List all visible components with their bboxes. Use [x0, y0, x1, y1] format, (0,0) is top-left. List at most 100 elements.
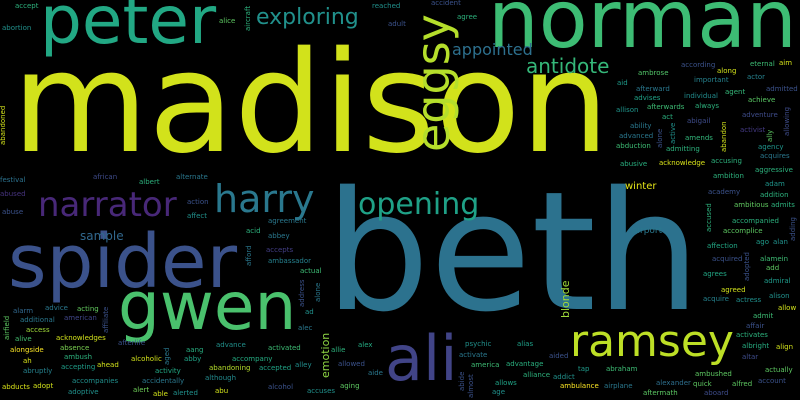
word-alec: alec [298, 324, 313, 332]
word-ad: ad [305, 308, 314, 316]
word-ambassador: ambassador [268, 257, 312, 265]
word-alcoholic: alcoholic [131, 355, 162, 363]
word-alarm: alarm [13, 307, 34, 315]
word-abide: abide [458, 371, 466, 391]
word-achieve: achieve [748, 96, 776, 104]
word-quick: quick [693, 380, 712, 388]
word-accepting: accepting [61, 363, 96, 371]
word-ambush: ambush [64, 353, 93, 361]
word-alone: alone [656, 128, 664, 148]
word-psychic: psychic [465, 340, 492, 348]
word-alongside: alongside [10, 346, 44, 354]
word-adoptive: adoptive [68, 388, 99, 396]
word-norman: norman [488, 0, 797, 66]
word-alternate: alternate [176, 173, 208, 181]
word-acquired: acquired [712, 255, 743, 263]
word-afterlife: afterlife [118, 339, 146, 347]
word-affiliate: affiliate [102, 306, 110, 333]
word-albright: albright [742, 342, 770, 350]
word-abby: abby [184, 355, 202, 363]
word-admitted: admitted [766, 85, 798, 93]
word-accomplice: accomplice [723, 227, 763, 235]
word-ahead: ahead [97, 361, 119, 369]
word-aggressive: aggressive [755, 166, 793, 174]
word-blonde: blonde [559, 280, 572, 319]
word-abused: abused [0, 190, 26, 198]
word-aang: aang [186, 346, 204, 354]
word-actually: actually [765, 366, 793, 374]
word-abducts: abducts [2, 383, 30, 391]
word-festival: festival [0, 176, 26, 184]
word-sample: sample [80, 229, 124, 243]
word-abuse: abuse [2, 208, 24, 216]
word-allow: allow [778, 304, 797, 312]
word-admitting: admitting [666, 145, 700, 153]
word-abbey: abbey [268, 232, 290, 240]
word-narrator: narrator [38, 185, 177, 225]
word-accusing: accusing [711, 157, 742, 165]
word-actress: actress [736, 296, 762, 304]
word-addition: addition [760, 191, 789, 199]
word-alley: alley [295, 361, 312, 369]
word-adopted: adopted [743, 252, 751, 281]
word-acknowledges: acknowledges [56, 334, 106, 342]
word-airplane: airplane [604, 382, 633, 390]
word-peter: peter [40, 0, 217, 59]
word-american: american [64, 314, 97, 322]
word-agree: agree [457, 13, 478, 21]
word-acknowledge: acknowledge [659, 159, 706, 167]
word-account: account [758, 377, 786, 385]
word-additional: additional [20, 316, 55, 324]
word-african: african [93, 173, 118, 181]
word-alison: alison [769, 292, 790, 300]
word-aid: aid [617, 79, 628, 87]
word-gwen: gwen [118, 268, 297, 345]
word-aircraft: aircraft [244, 5, 252, 31]
word-advises: advises [634, 94, 661, 102]
word-admiral: admiral [764, 277, 791, 285]
word-access: access [26, 326, 50, 334]
word-eternal: eternal [750, 60, 775, 68]
word-abu: abu [215, 387, 229, 395]
word-advanced: advanced [619, 132, 654, 140]
word-important: important [694, 76, 729, 84]
word-activate: activate [459, 351, 488, 359]
word-accident: accident [431, 0, 461, 7]
word-admit: admit [753, 312, 774, 320]
word-aged: aged [163, 347, 171, 365]
word-allowing: allowing [783, 106, 791, 136]
word-ambitious: ambitious [734, 201, 769, 209]
word-abandoning: abandoning [209, 364, 251, 372]
word-ramsey: ramsey [570, 316, 734, 367]
word-activity: activity [155, 367, 181, 375]
word-abigail: abigail [687, 117, 711, 125]
word-aide: aide [368, 369, 383, 377]
word-abandon: abandon [720, 121, 728, 152]
word-agreed: agreed [721, 286, 746, 294]
word-almost: almost [467, 374, 475, 398]
word-acting: acting [77, 305, 99, 313]
word-absence: absence [60, 344, 90, 352]
word-exploring: exploring [256, 5, 359, 30]
word-action: action [187, 198, 209, 206]
word-along: along [717, 67, 737, 75]
word-ago: ago [756, 238, 770, 246]
word-activated: activated [268, 344, 301, 352]
word-abusive: abusive [620, 160, 648, 168]
word-aftermath: aftermath [643, 389, 678, 397]
word-ability: ability [630, 122, 652, 130]
word-abandoned: abandoned [0, 105, 7, 145]
word-agrees: agrees [703, 270, 727, 278]
word-winter: winter [625, 181, 657, 192]
word-allie: allie [331, 346, 346, 354]
word-aided: aided [549, 352, 569, 360]
word-alice: alice [219, 17, 236, 25]
word-alcohol: alcohol [268, 383, 294, 391]
word-add: add [766, 264, 780, 272]
word-according: according [681, 61, 716, 69]
word-able: able [153, 390, 168, 398]
word-advance: advance [216, 341, 246, 349]
word-affection: affection [707, 242, 738, 250]
word-always: always [695, 102, 720, 110]
